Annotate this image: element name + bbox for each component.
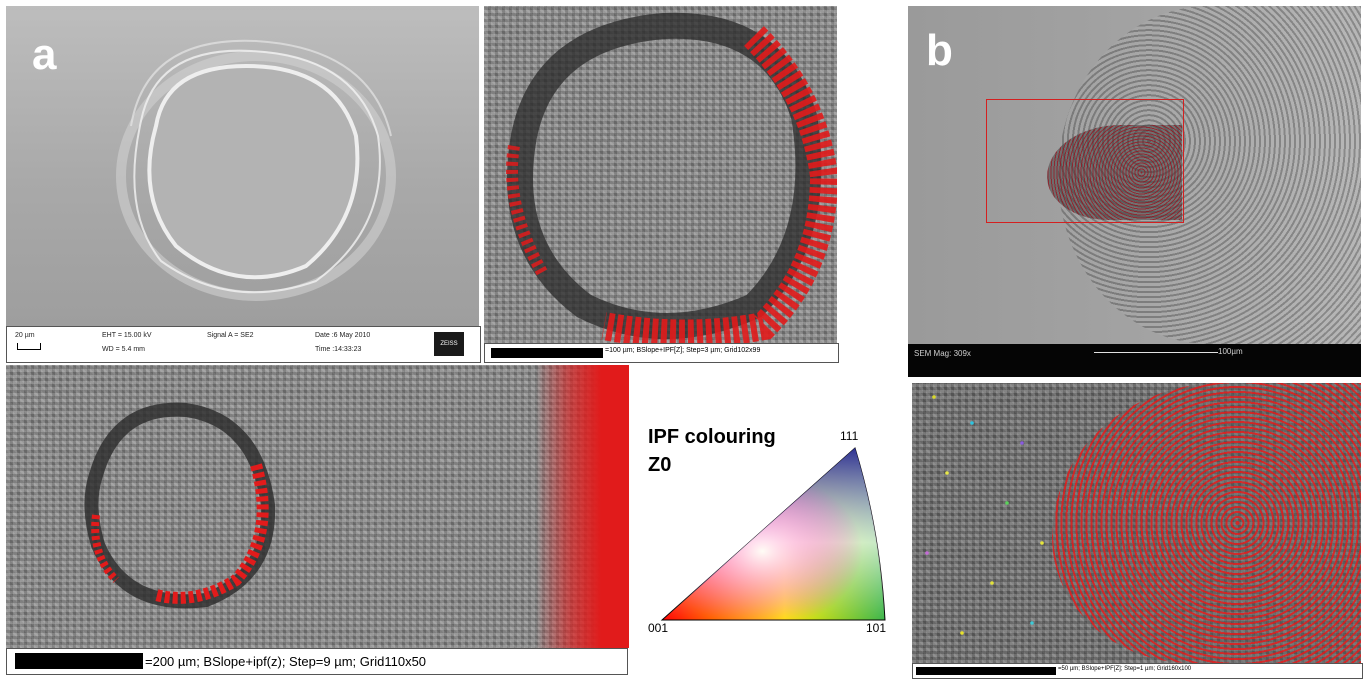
red-speckle-area xyxy=(1047,125,1182,220)
sem-scale-label: 20 µm xyxy=(15,332,35,339)
map-caption-bottom-text: =200 µm; BSlope+ipf(z); Step=9 µm; Grid1… xyxy=(145,654,427,669)
ipf-title-line1: IPF colouring xyxy=(648,426,776,448)
red-phase-region xyxy=(1052,383,1361,663)
sem-wd: WD = 5.4 mm xyxy=(102,346,145,353)
sem-image-a: a xyxy=(6,6,479,326)
scale-bar-black xyxy=(916,667,1056,675)
ebsd-map-bottom xyxy=(6,365,629,648)
scale-bar-black xyxy=(491,348,603,358)
panel-label-b: b xyxy=(926,26,953,75)
red-grain-edge xyxy=(536,365,629,648)
sem-info-bar-a: 20 µm EHT = 15.00 kV WD = 5.4 mm Signal … xyxy=(6,326,481,363)
scale-bar-black xyxy=(15,653,143,669)
ebsd-map-top xyxy=(484,6,837,343)
zeiss-logo: ZEISS xyxy=(434,332,464,356)
sem-eht: EHT = 15.00 kV xyxy=(102,332,152,339)
scale-bar-icon xyxy=(17,343,41,350)
map-caption-bottom: =200 µm; BSlope+ipf(z); Step=9 µm; Grid1… xyxy=(6,648,628,675)
selection-rectangle xyxy=(986,99,1184,223)
ipf-key: IPF colouring Z0 111 001 101 xyxy=(640,420,900,640)
ipf-triangle: 111 001 101 xyxy=(648,429,886,635)
ipf-corner-001: 001 xyxy=(648,621,668,635)
map-caption-top-text: =100 µm; BSlope+IPF[Z]; Step=3 µm; Grid1… xyxy=(605,347,761,354)
scale-bar-white xyxy=(1094,352,1218,353)
map-caption-b: =50 µm; BSlope+IPF[Z]; Step=1 µm; Grid16… xyxy=(912,663,1363,679)
ipf-corner-101: 101 xyxy=(866,621,886,635)
map-caption-top: =100 µm; BSlope+IPF[Z]; Step=3 µm; Grid1… xyxy=(484,343,839,363)
grain-ring-bottom xyxy=(84,402,276,609)
sem-mag: SEM Mag: 309x xyxy=(914,349,971,358)
map-caption-b-text: =50 µm; BSlope+IPF[Z]; Step=1 µm; Grid16… xyxy=(1058,666,1192,672)
sem-date: Date :6 May 2010 xyxy=(315,332,371,339)
grain-boundary-ring xyxy=(506,12,837,343)
indent-crater xyxy=(116,39,396,301)
ipf-dots xyxy=(925,395,1044,635)
sem-info-bar-b: SEM Mag: 309x 100µm xyxy=(908,344,1361,377)
sem-time: Time :14:33:23 xyxy=(315,346,362,353)
ebsd-map-b xyxy=(912,383,1361,663)
sem-signal: Signal A = SE2 xyxy=(207,332,254,339)
panel-label-a: a xyxy=(32,30,57,79)
ipf-title-line2: Z0 xyxy=(648,454,672,476)
sem-scale-b: 100µm xyxy=(1218,347,1243,356)
sem-image-b: b xyxy=(908,6,1361,344)
ipf-corner-111: 111 xyxy=(840,429,859,443)
zeiss-logo-text: ZEISS xyxy=(440,341,458,347)
